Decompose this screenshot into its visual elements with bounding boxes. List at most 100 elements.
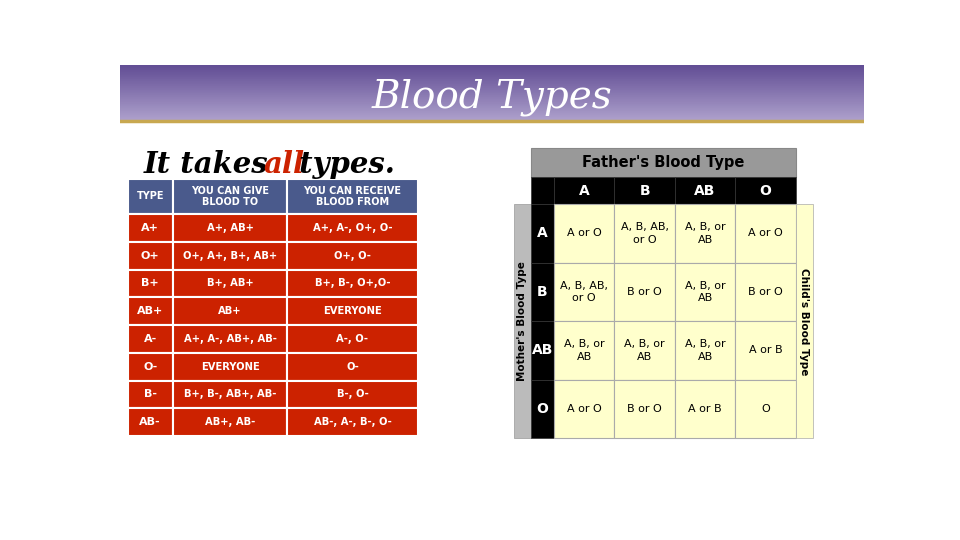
- Bar: [735, 262, 796, 321]
- Bar: [120, 116, 864, 117]
- Bar: [120, 83, 864, 84]
- Text: A, B, AB,
or O: A, B, AB, or O: [621, 222, 669, 245]
- Text: Blood Types: Blood Types: [372, 78, 612, 116]
- Bar: [120, 79, 864, 80]
- Text: A or O: A or O: [748, 228, 783, 239]
- Bar: [120, 118, 864, 119]
- Text: A or B: A or B: [688, 404, 722, 414]
- Text: Mother's Blood Type: Mother's Blood Type: [517, 261, 527, 381]
- Bar: [128, 214, 173, 242]
- Bar: [120, 91, 864, 92]
- Text: B+, AB+: B+, AB+: [206, 279, 253, 288]
- Text: A+: A+: [141, 223, 159, 233]
- Bar: [120, 97, 864, 98]
- Bar: [120, 111, 864, 112]
- Text: A+, A-, AB+, AB-: A+, A-, AB+, AB-: [183, 334, 276, 344]
- Bar: [120, 104, 864, 105]
- Text: A, B, or
AB: A, B, or AB: [564, 339, 605, 362]
- Bar: [173, 214, 287, 242]
- Bar: [120, 67, 864, 68]
- Bar: [120, 110, 864, 111]
- Bar: [614, 321, 675, 380]
- Bar: [287, 325, 418, 353]
- Bar: [287, 381, 418, 408]
- Bar: [120, 82, 864, 83]
- Bar: [554, 262, 614, 321]
- Text: A: A: [579, 184, 589, 198]
- Text: AB-: AB-: [139, 417, 161, 427]
- Bar: [120, 81, 864, 82]
- Text: YOU CAN RECEIVE
BLOOD FROM: YOU CAN RECEIVE BLOOD FROM: [303, 186, 401, 207]
- Bar: [120, 96, 864, 97]
- Bar: [120, 117, 864, 118]
- Bar: [120, 114, 864, 116]
- Bar: [554, 204, 614, 262]
- Bar: [120, 79, 864, 80]
- Text: B: B: [537, 285, 548, 299]
- Bar: [120, 65, 864, 66]
- Bar: [287, 214, 418, 242]
- Bar: [120, 75, 864, 76]
- Text: B-: B-: [144, 389, 156, 400]
- Bar: [287, 353, 418, 381]
- Bar: [128, 381, 173, 408]
- Text: B or O: B or O: [627, 404, 662, 414]
- Text: YOU CAN GIVE
BLOOD TO: YOU CAN GIVE BLOOD TO: [191, 186, 269, 207]
- Text: Father's Blood Type: Father's Blood Type: [582, 155, 744, 170]
- Text: AB+: AB+: [218, 306, 242, 316]
- Bar: [120, 72, 864, 73]
- Text: B+: B+: [141, 279, 159, 288]
- Bar: [120, 102, 864, 103]
- Bar: [120, 70, 864, 71]
- Bar: [120, 80, 864, 81]
- Bar: [120, 69, 864, 70]
- Text: AB+: AB+: [137, 306, 163, 316]
- Bar: [120, 100, 864, 101]
- Bar: [554, 177, 614, 204]
- Bar: [120, 77, 864, 78]
- Bar: [120, 106, 864, 107]
- Bar: [120, 119, 864, 120]
- Bar: [120, 108, 864, 109]
- Bar: [128, 325, 173, 353]
- Bar: [120, 78, 864, 79]
- Bar: [120, 118, 864, 119]
- Bar: [120, 71, 864, 72]
- Bar: [120, 87, 864, 89]
- Bar: [128, 269, 173, 298]
- Bar: [120, 85, 864, 86]
- Bar: [120, 105, 864, 106]
- Text: O+: O+: [141, 251, 159, 261]
- Bar: [554, 321, 614, 380]
- Bar: [120, 99, 864, 100]
- Text: A or O: A or O: [566, 404, 602, 414]
- Bar: [120, 122, 864, 481]
- Bar: [614, 177, 675, 204]
- Text: types.: types.: [289, 151, 395, 179]
- Bar: [614, 380, 675, 438]
- Bar: [120, 94, 864, 96]
- Text: AB: AB: [532, 343, 553, 357]
- Bar: [514, 204, 531, 438]
- Bar: [120, 113, 864, 114]
- Text: A-, O-: A-, O-: [337, 334, 369, 344]
- Bar: [120, 94, 864, 95]
- Bar: [120, 87, 864, 88]
- Bar: [120, 106, 864, 107]
- Bar: [120, 66, 864, 68]
- Bar: [120, 75, 864, 76]
- Bar: [735, 321, 796, 380]
- Text: O+, A+, B+, AB+: O+, A+, B+, AB+: [183, 251, 277, 261]
- Bar: [120, 109, 864, 110]
- Text: B or O: B or O: [627, 287, 662, 297]
- Bar: [287, 179, 418, 214]
- Bar: [120, 85, 864, 86]
- Bar: [531, 148, 796, 177]
- Bar: [675, 204, 735, 262]
- Text: It takes: It takes: [143, 151, 278, 179]
- Bar: [120, 72, 864, 73]
- Bar: [614, 262, 675, 321]
- Bar: [120, 90, 864, 91]
- Bar: [128, 353, 173, 381]
- Bar: [120, 98, 864, 99]
